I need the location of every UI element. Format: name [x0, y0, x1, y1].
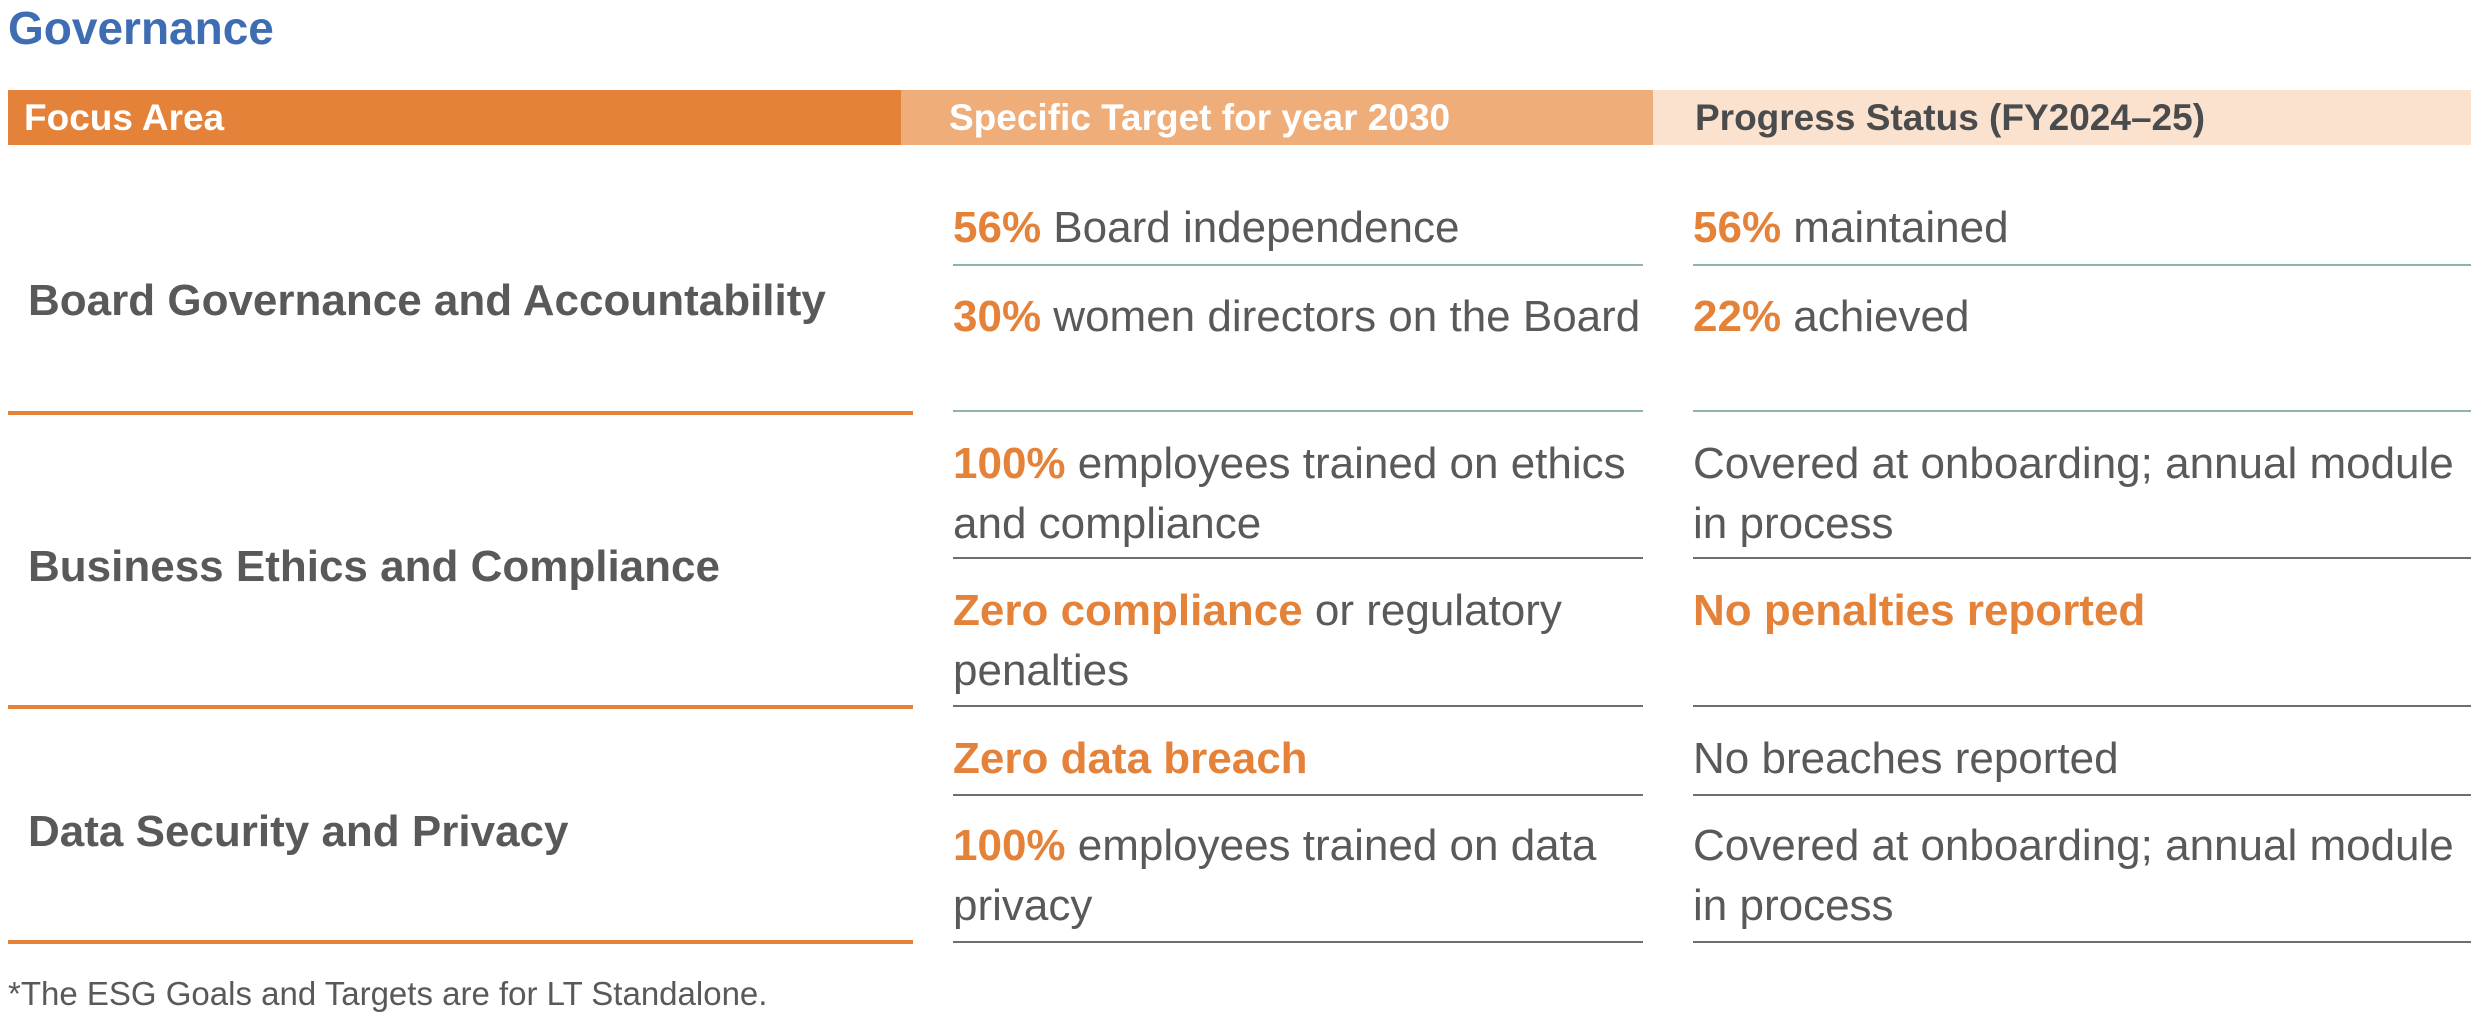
target-text: or regulatory penalties	[953, 586, 1562, 695]
row-divider	[953, 705, 1643, 707]
row-divider	[1693, 557, 2471, 559]
progress-highlight: 22%	[1693, 292, 1782, 341]
target-highlight: 56%	[953, 203, 1042, 252]
target-highlight: 30%	[953, 292, 1042, 341]
footnote: *The ESG Goals and Targets are for LT St…	[8, 975, 768, 1012]
focus-area-board-governance: Board Governance and Accountability	[28, 276, 826, 325]
progress-text: maintained	[1781, 203, 2009, 252]
target-highlight: 100%	[953, 821, 1066, 870]
progress-text: No breaches reported	[1693, 734, 2119, 783]
focus-area-business-ethics: Business Ethics and Compliance	[28, 542, 720, 591]
row-divider	[953, 410, 1643, 412]
section-title: Governance	[8, 2, 274, 54]
header-focus-area: Focus Area	[8, 90, 901, 145]
target-highlight: Zero compliance	[953, 586, 1303, 635]
focus-divider	[8, 705, 913, 709]
progress-cell: Covered at onboarding; annual module in …	[1693, 816, 2473, 936]
target-highlight: 100%	[953, 439, 1066, 488]
target-cell: 30% women directors on the Board	[953, 287, 1643, 347]
progress-cell: 22% achieved	[1693, 287, 2473, 347]
target-highlight: Zero data breach	[953, 734, 1308, 783]
target-cell: 100% employees trained on ethics and com…	[953, 434, 1643, 554]
progress-cell: Covered at onboarding; annual module in …	[1693, 434, 2473, 554]
focus-divider	[8, 940, 913, 944]
progress-cell: 56% maintained	[1693, 198, 2473, 258]
progress-cell: No breaches reported	[1693, 729, 2473, 789]
header-specific-target: Specific Target for year 2030	[901, 90, 1653, 145]
row-divider	[1693, 705, 2471, 707]
target-cell: 56% Board independence	[953, 198, 1643, 258]
target-text: employees trained on data privacy	[953, 821, 1597, 930]
row-divider	[953, 941, 1643, 943]
target-cell: 100% employees trained on data privacy	[953, 816, 1643, 936]
target-cell: Zero data breach	[953, 729, 1643, 789]
focus-divider	[8, 411, 913, 415]
row-divider	[953, 794, 1643, 796]
progress-cell: No penalties reported	[1693, 581, 2473, 641]
focus-area-data-security: Data Security and Privacy	[28, 807, 569, 856]
target-text: Board independence	[1041, 203, 1460, 252]
target-text: employees trained on ethics and complian…	[953, 439, 1626, 548]
row-divider	[953, 264, 1643, 266]
progress-text: Covered at onboarding; annual module in …	[1693, 821, 2454, 930]
row-divider	[1693, 264, 2471, 266]
row-divider	[1693, 794, 2471, 796]
target-cell: Zero compliance or regulatory penalties	[953, 581, 1643, 701]
progress-text: achieved	[1781, 292, 1970, 341]
header-progress-status: Progress Status (FY2024–25)	[1653, 90, 2471, 145]
progress-highlight: No penalties reported	[1693, 586, 2146, 635]
progress-text: Covered at onboarding; annual module in …	[1693, 439, 2454, 548]
row-divider	[1693, 410, 2471, 412]
row-divider	[1693, 941, 2471, 943]
row-divider	[953, 557, 1643, 559]
target-text: women directors on the Board	[1041, 292, 1641, 341]
progress-highlight: 56%	[1693, 203, 1782, 252]
